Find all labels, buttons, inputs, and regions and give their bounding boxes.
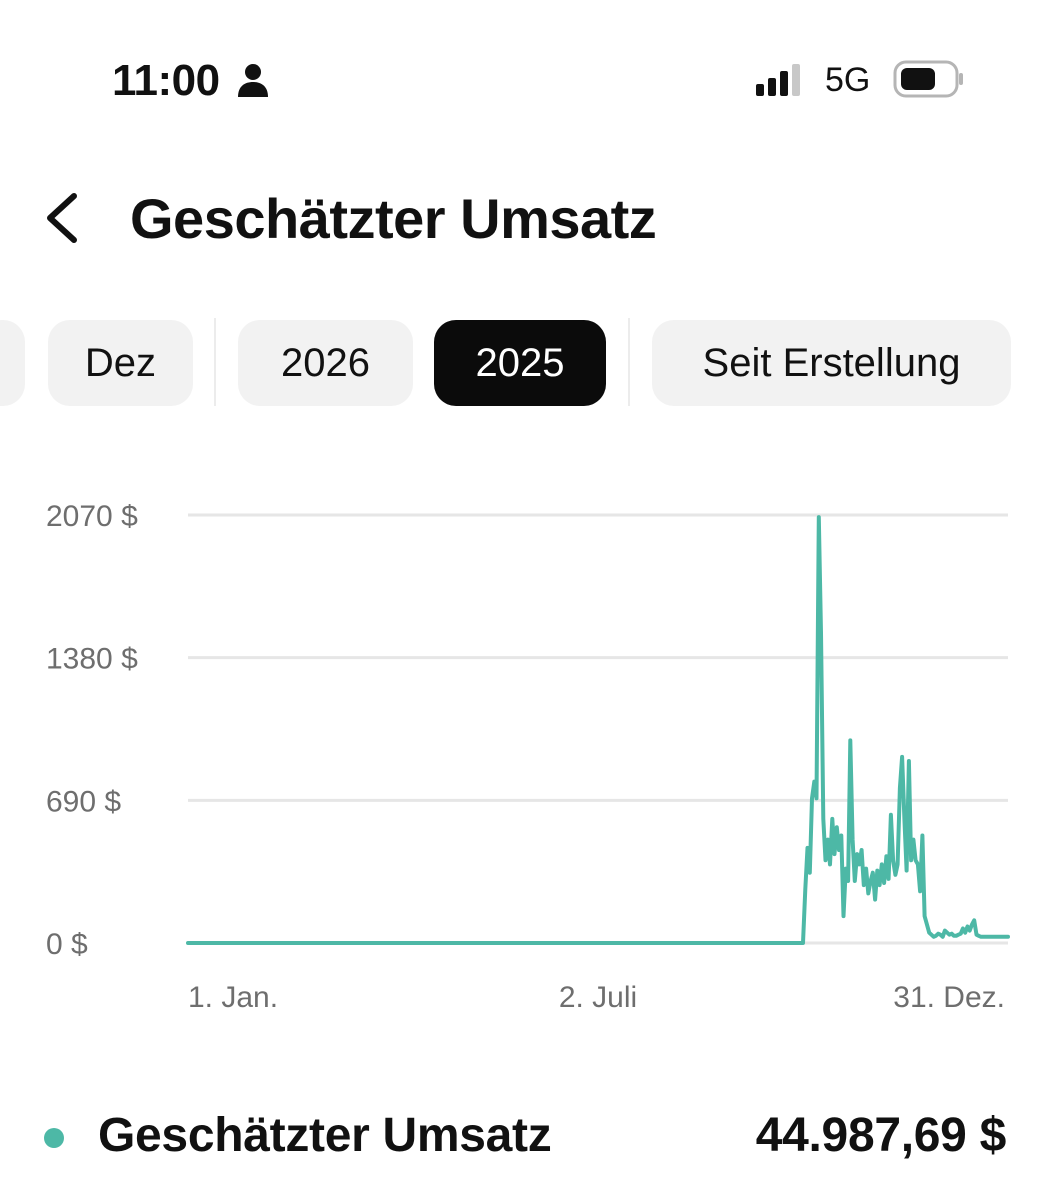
tab-divider [214,318,216,406]
tab-divider [628,318,630,406]
network-type: 5G [825,61,871,99]
y-tick-label: 2070 $ [46,500,138,533]
chevron-left-icon[interactable] [40,190,84,246]
y-tick-label: 0 $ [46,928,88,961]
revenue-line-chart: 2070 $ 1380 $ 690 $ 0 $ 1. Jan. 2. Juli 31. De… [46,500,1010,1014]
tab-dez[interactable]: Dez [48,320,193,406]
series-line [186,515,1010,945]
legend-dot [44,1128,64,1148]
tab-seit-erstellung[interactable]: Seit Erstellung [652,320,1011,406]
legend-value: 44.987,69 $ [755,1109,1007,1162]
signal-icon [756,64,800,96]
x-tick-label: 31. Dez. [893,981,1005,1014]
status-time: 11:00 [112,56,220,105]
y-tick-label: 690 $ [46,785,121,818]
person-icon [238,64,268,97]
x-tick-label: 2. Juli [559,981,637,1014]
tab-previous-partial[interactable] [0,320,25,406]
battery-icon [893,60,963,98]
x-tick-label: 1. Jan. [188,981,278,1014]
legend-label: Geschätzter Umsatz [98,1109,552,1162]
page-title: Geschätzter Umsatz [130,187,657,250]
y-tick-label: 1380 $ [46,643,138,676]
tab-2026[interactable]: 2026 [238,320,413,406]
tab-2025[interactable]: 2025 [434,320,606,406]
